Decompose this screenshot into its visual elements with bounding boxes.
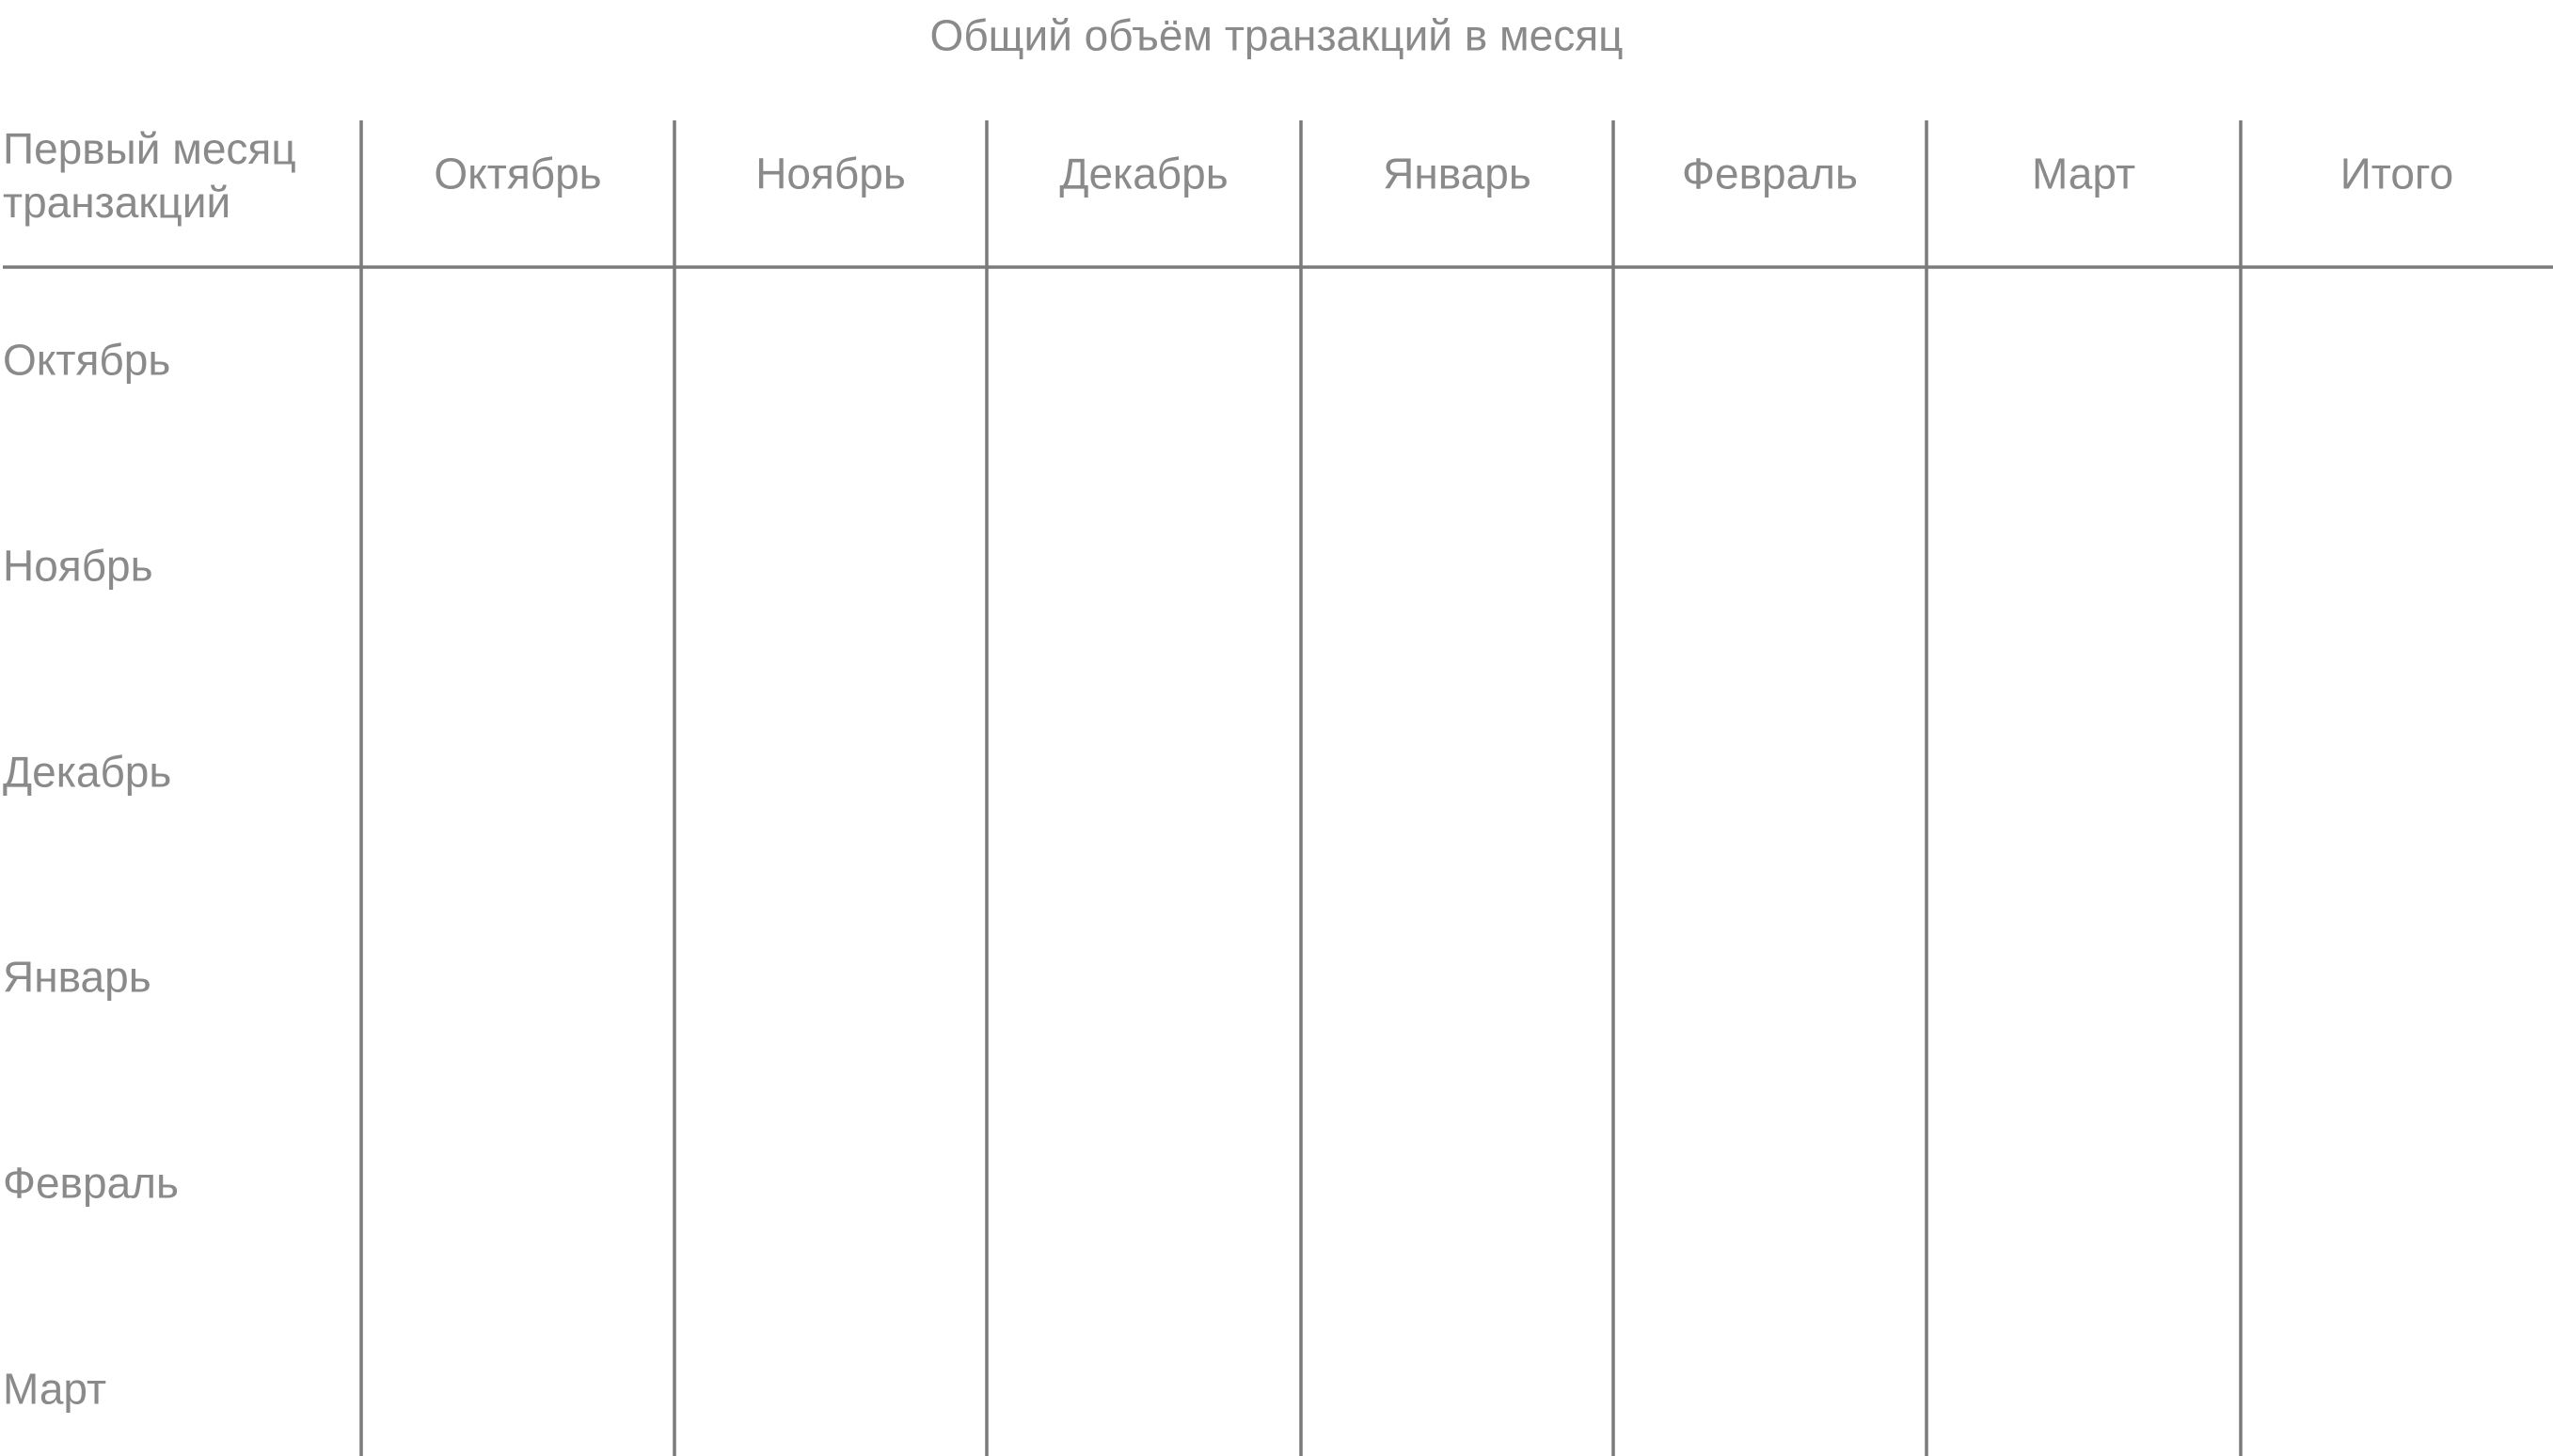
column-header: Декабрь xyxy=(1059,149,1229,198)
row-header: Февраль xyxy=(3,1158,179,1208)
column-header: Ноябрь xyxy=(755,149,906,198)
column-header: Итого xyxy=(2339,149,2454,198)
row-header: Октябрь xyxy=(3,335,171,385)
row-header: Март xyxy=(3,1364,107,1414)
column-header: Октябрь xyxy=(434,149,602,198)
corner-header: Первый месяц транзакций xyxy=(3,124,296,227)
row-header: Январь xyxy=(3,952,151,1002)
row-header: Декабрь xyxy=(3,747,172,797)
table-title: Общий объём транзакций в месяц xyxy=(929,10,1624,60)
column-rules xyxy=(359,120,2243,1456)
column-header: Февраль xyxy=(1682,149,1858,198)
column-header: Март xyxy=(2031,149,2136,198)
column-header: Январь xyxy=(1383,149,1531,198)
row-header: Ноябрь xyxy=(3,541,153,591)
